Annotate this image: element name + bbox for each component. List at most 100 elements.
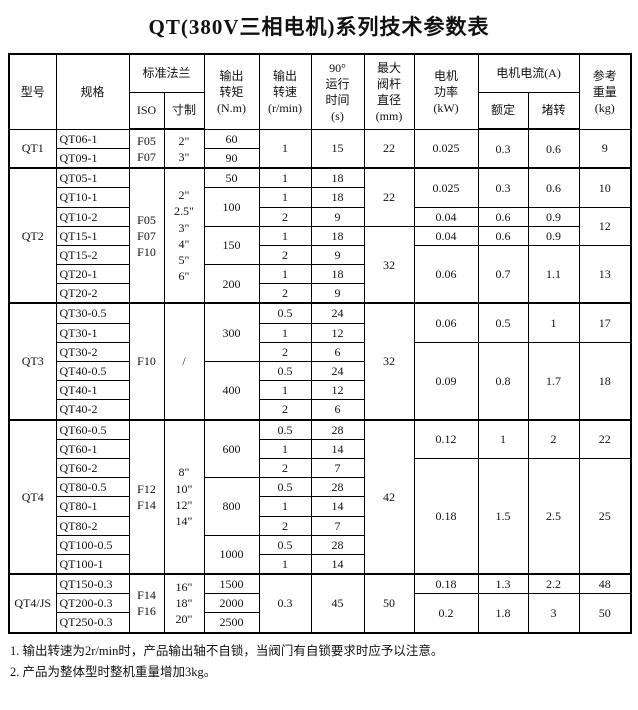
header-torque: 输出 转矩 (N.m) — [203, 53, 260, 130]
table-row: QT40-2 2 6 — [9, 399, 631, 421]
table-cell: 28 — [310, 477, 365, 498]
table-cell: 48 — [578, 573, 632, 595]
table-cell: / — [163, 302, 205, 421]
table-cell: 24 — [310, 361, 365, 382]
table-row: QT4/JS QT150-0.3 F14 F16 16" 18" 20" 1500 0.3… — [8, 573, 632, 634]
table-cell: 14 — [310, 496, 365, 517]
table-cell: 18 — [310, 225, 365, 246]
table-row: QT40-1 1 12 — [9, 380, 631, 401]
table-cell: QT10-1 — [55, 187, 130, 208]
table-cell: QT15-2 — [55, 244, 130, 266]
header-inch: 寸制 — [163, 91, 205, 131]
table-cell: F14 F16 — [128, 573, 165, 634]
header-row-2: ISO 寸制 额定 堵转 — [9, 91, 631, 131]
table-row: QT100-1 1 14 — [9, 553, 631, 575]
table-cell: 2000 — [203, 593, 260, 614]
table-row: QT15-2 2 9 0.06 0.7 1.1 13 — [9, 244, 632, 304]
table-row: QT30-2 2 6 0.09 0.8 1.7 18 — [9, 341, 632, 421]
table-row: QT60-2 2 7 0.18 1.5 2.5 25 — [9, 457, 632, 575]
table-cell: 0.2 — [413, 593, 479, 634]
table-cell: 0.5 — [477, 302, 529, 343]
table-cell: 0.5 — [258, 477, 312, 498]
table-cell: 8" 10" 12" 14" — [163, 418, 205, 575]
table-cell: QT30-2 — [55, 341, 130, 363]
table-cell: 6 — [310, 399, 365, 421]
table-cell: QT60-0.5 — [55, 418, 130, 440]
table-cell: 18 — [310, 264, 365, 285]
table-cell: 0.025 — [413, 167, 479, 208]
table-cell: 300 — [203, 302, 260, 363]
table-row: QT20-2 2 9 — [9, 283, 631, 304]
table-cell: 24 — [310, 302, 365, 324]
table-body: QT1 QT06-1 F05 F07 2" 3" 60 1 15 22 0.025 0.3 0.6 9… — [8, 128, 632, 634]
table-cell: QT2 — [8, 167, 57, 304]
table-cell: 2" 2.5" 3" 4" 5" 6" — [163, 167, 205, 304]
table-cell: QT80-1 — [55, 496, 130, 517]
header-stall-current: 堵转 — [527, 91, 580, 131]
table-cell: 1 — [527, 302, 580, 343]
table-row: QT80-2 2 7 — [9, 515, 631, 536]
table-cell: 100 — [203, 187, 260, 227]
table-cell: 0.3 — [477, 128, 529, 169]
header-rated-current: 额定 — [477, 91, 529, 131]
table-cell: 10 — [578, 167, 632, 208]
table-cell: 1 — [258, 264, 312, 285]
table-cell: 50 — [363, 573, 415, 634]
table-cell: 0.06 — [413, 244, 479, 304]
table-cell: 1 — [258, 438, 312, 459]
table-cell: 0.8 — [477, 341, 529, 421]
table-cell: 2 — [258, 399, 312, 421]
table-cell: 600 — [203, 418, 260, 479]
table-header: 型号 规格 标准法兰 输出 转矩 (N.m) 输出 转速 (r/min) 90°… — [8, 53, 632, 131]
table-cell: 0.3 — [258, 573, 312, 634]
header-run-time: 90° 运行 时间 (s) — [310, 53, 365, 130]
table-cell: 0.5 — [258, 302, 312, 324]
table-cell: 200 — [203, 264, 260, 304]
table-cell: 7 — [310, 457, 365, 479]
header-spec: 规格 — [55, 53, 130, 130]
table-row: QT30-1 1 12 — [9, 322, 631, 343]
table-cell: 22 — [363, 167, 415, 227]
table-cell: 14 — [310, 438, 365, 459]
table-cell: 0.3 — [477, 167, 529, 208]
table-cell: QT1 — [8, 128, 57, 169]
table-cell: QT15-1 — [55, 225, 130, 246]
table-cell: 0.6 — [527, 128, 580, 169]
table-cell: QT100-0.5 — [55, 534, 130, 555]
table-cell: QT250-0.3 — [55, 612, 130, 634]
table-cell: 0.5 — [258, 361, 312, 382]
table-cell: 1 — [258, 187, 312, 208]
table-cell: 0.12 — [413, 418, 479, 459]
table-cell: 2 — [258, 244, 312, 266]
table-cell: 12 — [578, 206, 632, 246]
table-cell: QT80-0.5 — [55, 477, 130, 498]
table-cell: 22 — [363, 128, 415, 169]
table-cell: 2 — [258, 341, 312, 363]
table-cell: 2500 — [203, 612, 260, 634]
table-cell: QT30-0.5 — [55, 302, 130, 324]
table-cell: 0.18 — [413, 573, 479, 595]
table-cell: QT3 — [8, 302, 57, 421]
header-iso: ISO — [128, 91, 165, 131]
table-cell: 1 — [258, 225, 312, 246]
table-cell: 800 — [203, 477, 260, 536]
table-cell: F12 F14 — [128, 418, 165, 575]
table-cell: 22 — [578, 418, 632, 459]
table-cell: 0.5 — [258, 534, 312, 555]
footnotes: 1. 输出转速为2r/min时，产品输出轴不自锁，当阀门有自锁要求时应予以注意。… — [8, 641, 630, 684]
table-cell: QT60-1 — [55, 438, 130, 459]
table-cell: QT80-2 — [55, 515, 130, 536]
table-cell: 0.6 — [477, 225, 529, 246]
note-1: 1. 输出转速为2r/min时，产品输出轴不自锁，当阀门有自锁要求时应予以注意。 — [10, 643, 444, 658]
table-cell: F05 F07 — [128, 128, 165, 169]
table-cell: 60 — [203, 128, 260, 149]
table-cell: 1 — [258, 167, 312, 189]
table-cell: QT150-0.3 — [55, 573, 130, 595]
table-cell: 0.5 — [258, 418, 312, 440]
note-2: 2. 产品为整体型时整机重量增加3kg。 — [10, 664, 217, 679]
page-title: QT(380V三相电机)系列技术参数表 — [148, 15, 490, 39]
table-cell: 18 — [578, 341, 632, 421]
table-cell: QT06-1 — [55, 128, 130, 149]
table-cell: 18 — [310, 167, 365, 189]
table-row: QT1 QT06-1 F05 F07 2" 3" 60 1 15 22 0.025 0.3 0.6 9 — [8, 128, 632, 169]
